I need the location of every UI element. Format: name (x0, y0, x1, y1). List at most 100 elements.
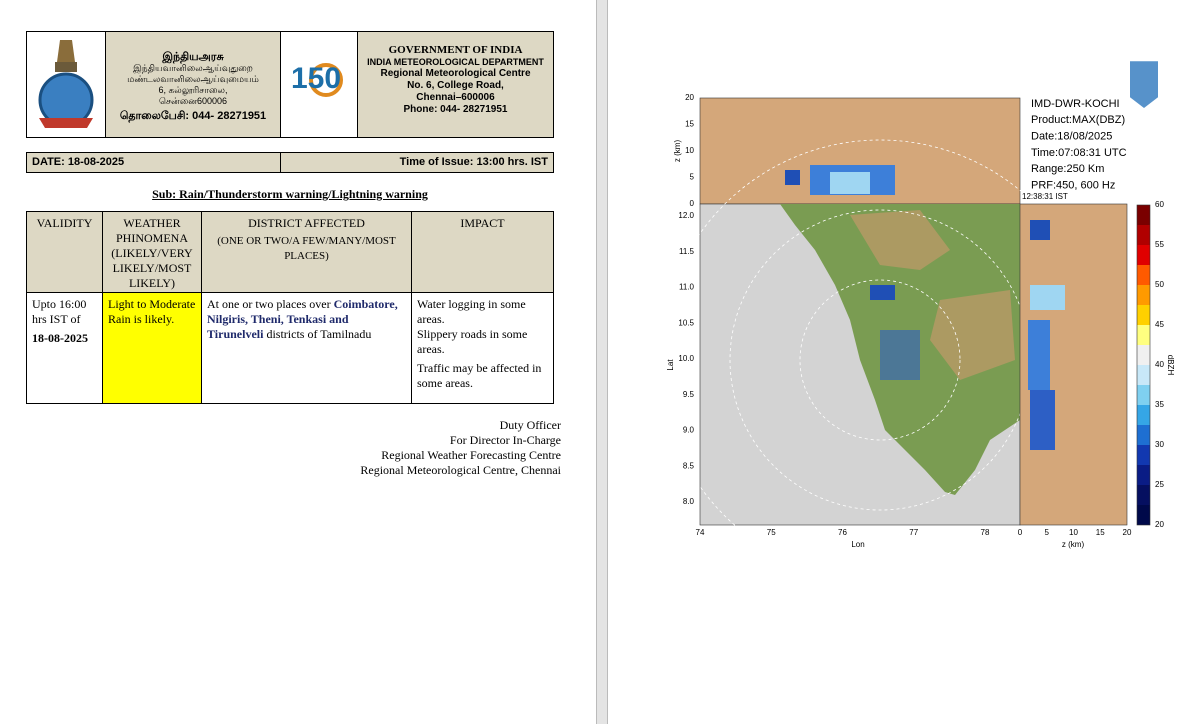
side-echoes (1028, 220, 1065, 450)
colorbar-band (1137, 405, 1150, 425)
tick-label: 5 (690, 173, 695, 182)
header-text: (ONE OR TWO/A FEW/MANY/MOST PLACES) (217, 235, 396, 262)
colorbar-band (1137, 485, 1150, 505)
signature-line: Regional Meteorological Centre, Chennai (360, 463, 561, 477)
colorbar-band (1137, 385, 1150, 405)
tick-label: 20 (685, 93, 694, 102)
colorbar-tick: 25 (1155, 480, 1164, 489)
english-line: Regional Meteorological Centre (380, 68, 531, 79)
colorbar-band (1137, 245, 1150, 265)
phenomena-cell: Light to Moderate Rain is likely. (102, 292, 202, 404)
colorbar-tick: 50 (1155, 280, 1164, 289)
tick-label: 74 (696, 528, 705, 537)
table-header: DISTRICT AFFECTED (ONE OR TWO/A FEW/MANY/… (201, 211, 412, 293)
land-highland (850, 210, 1015, 380)
colorbar-tick: 40 (1155, 360, 1164, 369)
date: DATE: 18-08-2025 (26, 152, 281, 173)
tamil-line: தொலைபேசி: 044- 28271951 (119, 110, 267, 122)
english-line: GOVERNMENT OF INDIA (388, 44, 523, 56)
tick-label: 10 (685, 146, 694, 155)
tamil-address: இந்தியஅரசு இந்தியவானிலைஆய்வுதுறை மண்டலவா… (106, 32, 281, 137)
header-text: WEATHER PHINOMENA (LIKELY/VERY LIKELY/MO… (111, 216, 193, 290)
radar-info: Time:07:08:31 UTC (1031, 147, 1127, 159)
tick-label: 9.0 (683, 426, 695, 435)
english-line: INDIA METEOROLOGICAL DEPARTMENT (367, 57, 544, 67)
table-header: WEATHER PHINOMENA (LIKELY/VERY LIKELY/MO… (102, 211, 202, 293)
time-of-issue: Time of Issue: 13:00 hrs. IST (280, 152, 554, 173)
tick-label: 77 (909, 528, 918, 537)
tick-label: 9.5 (683, 390, 695, 399)
colorbar-tick: 35 (1155, 400, 1164, 409)
emblem (38, 40, 94, 128)
cell-text: Upto 16:00 hrs IST of (32, 297, 87, 326)
colorbar-band (1137, 425, 1150, 445)
tick-label: 75 (767, 528, 776, 537)
radar-info: Range:250 Km (1031, 163, 1104, 175)
colorbar-tick: 60 (1155, 200, 1164, 209)
table-header: IMPACT (411, 211, 554, 293)
signature: Duty Officer For Director In-Charge Regi… (300, 418, 561, 478)
tick-label: 12.0 (678, 211, 694, 220)
tamil-line: சென்னை600006 (159, 96, 227, 106)
tick-label: 5 (1045, 528, 1050, 537)
header-text: VALIDITY (36, 216, 93, 230)
imd-logo (1130, 61, 1158, 109)
colorbar-tick: 30 (1155, 440, 1164, 449)
tick-label: 0 (690, 199, 695, 208)
tick-label: 8.5 (683, 461, 695, 470)
page-gap (596, 0, 608, 724)
logo-cell: 150 (281, 32, 358, 137)
colorbar-band (1137, 325, 1150, 345)
cell-text: Slippery roads in some areas. (417, 327, 528, 356)
colorbar-band (1137, 305, 1150, 325)
radar-info: PRF:450, 600 Hz (1031, 179, 1115, 191)
tamil-line: இந்தியஅரசு (162, 51, 224, 63)
english-line: Phone: 044- 28271951 (403, 104, 508, 115)
colorbar-frame (1136, 204, 1151, 526)
district-cell: At one or two places over Coimbatore, Ni… (201, 292, 412, 404)
signature-line: For Director In-Charge (449, 433, 561, 447)
tick-label: 11.0 (679, 283, 695, 292)
header-text: IMPACT (460, 216, 505, 230)
cell-text: 18-08-2025 (32, 331, 88, 345)
axis-label: Lon (851, 540, 864, 549)
colorbar-band (1137, 285, 1150, 305)
tick-label: 78 (981, 528, 990, 537)
tick-label: 10 (1069, 528, 1078, 537)
tick-label: 20 (1123, 528, 1132, 537)
tick-label: 10.5 (678, 318, 694, 327)
colorbar-tick: 20 (1155, 520, 1164, 529)
axis-label: z (km) (1062, 540, 1085, 549)
cell-text: Light to Moderate Rain is likely. (108, 297, 196, 326)
logo-150: 150 (291, 62, 343, 97)
tick-label: 8.0 (683, 497, 695, 506)
colorbar (1137, 205, 1150, 525)
english-line: No. 6, College Road, (407, 80, 504, 91)
header-text: DISTRICT AFFECTED (248, 216, 365, 230)
logo-text: 150 (291, 62, 341, 95)
emblem-cell (27, 32, 106, 137)
tick-label: 0 (1018, 528, 1023, 537)
signature-line: Duty Officer (499, 418, 561, 432)
colorbar-band (1137, 265, 1150, 285)
side-panel (1019, 203, 1128, 526)
ist-time: 12:38:31 IST (1022, 192, 1068, 201)
english-line: Chennai–600006 (416, 92, 495, 103)
radar-info: Date:18/08/2025 (1031, 131, 1112, 143)
radar-info: IMD-DWR-KOCHI (1031, 98, 1120, 110)
cell-text: Traffic may be affected in some areas. (417, 361, 542, 390)
colorbar-band (1137, 365, 1150, 385)
english-address: GOVERNMENT OF INDIA INDIA METEOROLOGICAL… (358, 32, 553, 137)
colorbar-tick: 55 (1155, 240, 1164, 249)
radar-info: Product:MAX(DBZ) (1031, 114, 1125, 126)
colorbar-band (1137, 345, 1150, 365)
colorbar-band (1137, 205, 1150, 225)
tick-label: 15 (685, 120, 694, 129)
colorbar-band (1137, 505, 1150, 525)
cell-text: At one or two places over (207, 297, 334, 311)
radar-image: 12:38:31 IST z (km) Lat Lon z (km) dBZH … (659, 61, 1175, 581)
tick-label: 10.0 (678, 354, 694, 363)
tick-label: 11.5 (679, 247, 695, 256)
colorbar-band (1137, 465, 1150, 485)
